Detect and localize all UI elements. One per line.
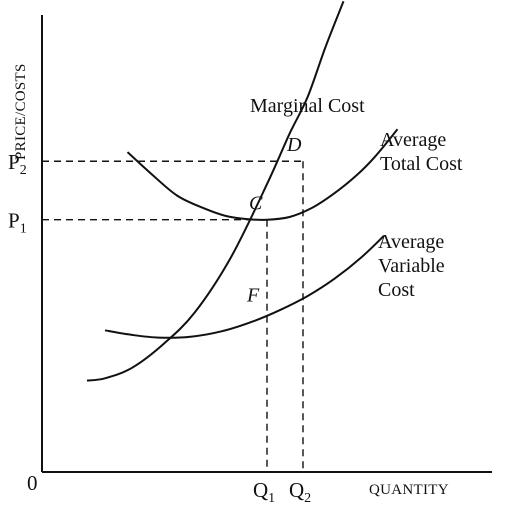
point-label-d: D — [286, 134, 302, 156]
average-total-cost-label: Average — [380, 129, 446, 151]
origin-label: 0 — [27, 471, 38, 495]
average-variable-cost-label: Average — [378, 231, 444, 253]
average-total-cost-label: Total Cost — [380, 153, 463, 175]
marginal-cost-curve — [86, 0, 345, 382]
marginal-cost-label: Marginal Cost — [250, 95, 365, 117]
dashed-guides — [42, 160, 304, 472]
point-label-c: C — [249, 193, 263, 215]
y-axis-title: PRICE/COSTS — [13, 63, 29, 160]
average-variable-cost-curve — [104, 234, 385, 339]
average-variable-cost-label: Cost — [378, 279, 415, 301]
quantity-tick-label: Q1 — [253, 478, 275, 506]
quantity-tick-label: Q2 — [289, 478, 311, 506]
average-total-cost-curve — [126, 128, 399, 221]
x-axis-title: QUANTITY — [369, 482, 449, 498]
price-tick-label: P2 — [8, 150, 27, 178]
cost-curves — [86, 0, 399, 382]
point-label-f: F — [246, 284, 260, 306]
average-variable-cost-label: Variable — [378, 255, 445, 277]
price-tick-label: P1 — [8, 209, 27, 237]
